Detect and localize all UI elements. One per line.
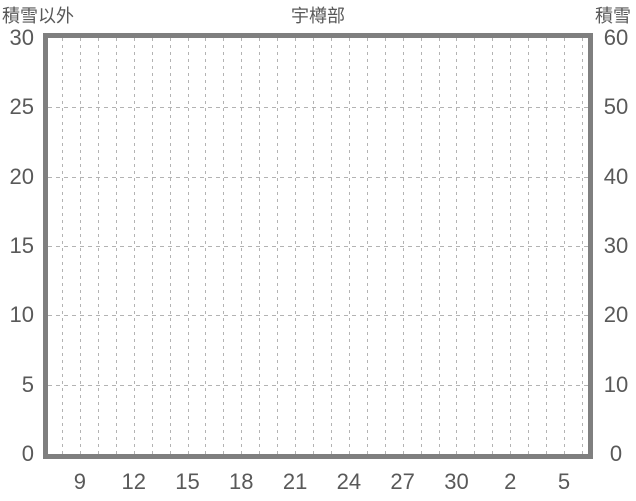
horizontal-gridline (48, 107, 588, 109)
x-axis-tick-label: 5 (557, 469, 571, 494)
horizontal-gridline (48, 246, 588, 247)
right-axis-title: 積雪 (595, 6, 631, 26)
x-axis-tick-label: 27 (390, 469, 415, 494)
right-axis-tick-label: 50 (603, 94, 629, 120)
x-axis-tick-label: 2 (504, 469, 517, 494)
x-axis-tick-label: 21 (282, 469, 308, 494)
plot-frame (43, 33, 593, 459)
right-axis-tick-label: 60 (603, 25, 629, 50)
x-axis-tick-label: 30 (444, 469, 469, 494)
x-axis-tick-label: 24 (336, 469, 362, 494)
right-axis-tick-label: 40 (603, 163, 629, 189)
right-axis-tick-label: 20 (603, 302, 629, 328)
right-axis-tick-label: 0 (609, 441, 623, 466)
left-axis-tick-label: 30 (9, 25, 34, 50)
left-axis-title: 積雪以外 (2, 6, 74, 26)
right-axis-tick-label: 30 (603, 233, 629, 258)
horizontal-gridline (48, 384, 588, 386)
horizontal-gridline (48, 176, 588, 178)
x-axis-tick-label: 12 (121, 469, 146, 494)
x-axis-tick-label: 18 (229, 469, 254, 494)
left-axis-tick-label: 15 (9, 233, 34, 258)
left-axis-tick-label: 0 (21, 441, 34, 466)
left-axis-tick-label: 10 (9, 302, 34, 328)
left-axis-tick-label: 25 (9, 94, 34, 120)
x-axis-tick-label: 9 (73, 469, 87, 494)
chart-title: 宇樽部 (291, 6, 345, 26)
x-axis-tick-label: 15 (175, 469, 200, 494)
left-axis-tick-label: 20 (9, 163, 34, 189)
horizontal-gridline (48, 315, 588, 317)
right-axis-tick-label: 10 (603, 371, 629, 397)
left-axis-tick-label: 5 (21, 371, 34, 397)
